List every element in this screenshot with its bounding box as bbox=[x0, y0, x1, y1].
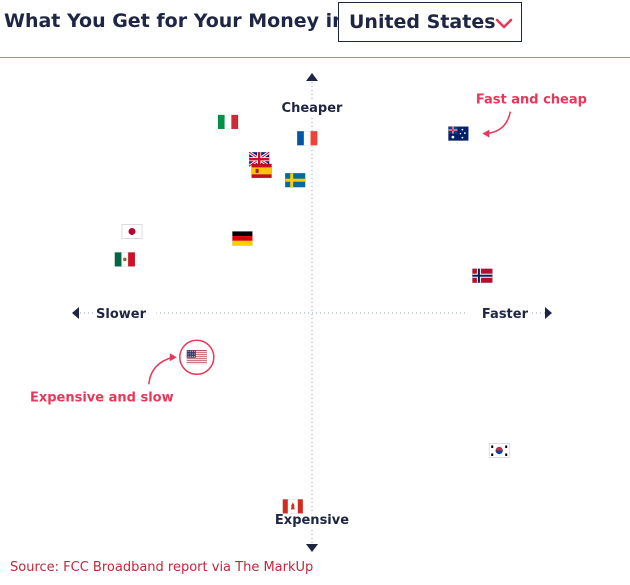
flag-kr bbox=[488, 443, 510, 458]
country-select-value: United States bbox=[349, 11, 496, 33]
flag-se bbox=[284, 172, 306, 188]
annotation-arrowhead-fast bbox=[482, 129, 490, 138]
annotation-arrowhead-slow bbox=[169, 353, 177, 362]
flag-jp bbox=[121, 224, 143, 239]
chevron-down-icon bbox=[495, 18, 513, 29]
annotation-arrow-slow bbox=[148, 356, 173, 385]
axis-label-slower: Slower bbox=[96, 307, 147, 322]
annotation-fast-and-cheap: Fast and cheap bbox=[476, 93, 587, 108]
axis-label-expensive: Expensive bbox=[275, 513, 349, 528]
arrow-right-icon bbox=[545, 307, 552, 319]
flag-fr bbox=[296, 130, 318, 146]
flag-au bbox=[448, 126, 469, 141]
axis-label-faster-bg bbox=[467, 305, 530, 323]
flag-es bbox=[251, 163, 272, 179]
annotation-expensive-and-slow: Expensive and slow bbox=[30, 390, 174, 405]
header-divider bbox=[0, 57, 630, 58]
arrow-left-icon bbox=[72, 307, 79, 319]
flag-it bbox=[217, 114, 239, 130]
country-select[interactable]: United States bbox=[338, 2, 522, 42]
annotation-arrow-fast bbox=[486, 111, 512, 135]
flag-ca bbox=[282, 499, 304, 514]
axis-label-cheaper: Cheaper bbox=[282, 101, 344, 116]
flag-de bbox=[232, 231, 253, 246]
axis-label-faster: Faster bbox=[482, 307, 529, 322]
page-title: What You Get for Your Money in bbox=[4, 10, 346, 32]
axis-label-cheaper-bg bbox=[276, 99, 348, 117]
header: What You Get for Your Money in United St… bbox=[0, 0, 630, 58]
flag-us bbox=[186, 349, 208, 365]
quadrant-chart: Cheaper Expensive Slower Faster Fast and che… bbox=[30, 73, 587, 552]
flag-no bbox=[472, 268, 493, 284]
axis-label-slower-bg bbox=[94, 305, 157, 323]
source-note: Source: FCC Broadband report via The Mar… bbox=[10, 560, 314, 575]
arrow-down-icon bbox=[306, 544, 318, 552]
arrow-up-icon bbox=[306, 73, 318, 81]
flag-mx bbox=[114, 252, 136, 267]
axis-label-expensive-bg bbox=[268, 511, 356, 529]
